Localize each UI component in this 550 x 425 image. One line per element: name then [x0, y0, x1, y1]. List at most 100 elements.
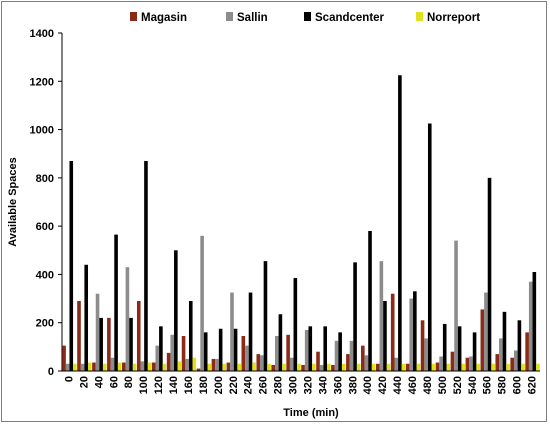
bar-scandcenter-300 — [293, 278, 298, 371]
y-tick-label: 600 — [36, 221, 54, 233]
bar-magasin-160 — [181, 335, 186, 371]
bar-sallin-60 — [110, 357, 115, 371]
bar-scandcenter-560 — [487, 177, 492, 371]
y-axis-title: Available Spaces — [7, 157, 19, 246]
legend: Magasin Sallin Scandcenter Norreport — [130, 12, 480, 24]
bar-norreport-460 — [416, 363, 421, 371]
bar-magasin-540 — [465, 357, 470, 371]
bar-norreport-320 — [312, 363, 316, 371]
x-tick-label: 300 — [288, 376, 300, 394]
bar-norreport-560 — [491, 363, 495, 371]
bar-scandcenter-400 — [368, 230, 372, 371]
bar-magasin-80 — [122, 362, 126, 371]
bar-sallin-0 — [65, 363, 70, 371]
bar-sallin-180 — [200, 235, 204, 371]
bar-scandcenter-160 — [188, 300, 193, 371]
bar-magasin-200 — [211, 358, 216, 371]
bar-magasin-440 — [390, 293, 395, 371]
bar-sallin-160 — [185, 358, 189, 371]
bar-scandcenter-500 — [442, 323, 447, 371]
bar-scandcenter-0 — [69, 160, 74, 371]
bar-scandcenter-100 — [144, 160, 148, 371]
y-tick-label: 1200 — [30, 76, 54, 88]
bar-magasin-560 — [480, 309, 485, 371]
bar-scandcenter-280 — [278, 314, 283, 371]
bar-scandcenter-340 — [323, 326, 328, 371]
bar-scandcenter-360 — [338, 332, 342, 371]
bar-magasin-60 — [107, 317, 111, 371]
bar-sallin-520 — [454, 240, 458, 371]
bar-sallin-80 — [125, 267, 130, 371]
bar-magasin-220 — [226, 362, 231, 371]
x-tick-label: 40 — [93, 376, 105, 388]
bar-sallin-280 — [274, 335, 279, 371]
y-tick-label: 1000 — [30, 125, 54, 137]
bar-scandcenter-480 — [427, 123, 432, 371]
legend-swatch-magasin — [130, 12, 137, 21]
bar-magasin-420 — [375, 363, 380, 371]
x-tick-label: 220 — [228, 376, 240, 394]
x-tick-label: 540 — [467, 376, 479, 394]
bar-sallin-600 — [513, 350, 518, 371]
bar-norreport-300 — [297, 363, 301, 371]
bar-magasin-0 — [62, 345, 66, 371]
y-tick-label: 800 — [36, 173, 54, 185]
bar-sallin-140 — [170, 334, 175, 371]
bar-norreport-520 — [461, 363, 466, 371]
bar-norreport-240 — [252, 362, 256, 371]
bar-norreport-120 — [162, 363, 167, 371]
bar-sallin-580 — [499, 338, 503, 371]
bar-norreport-620 — [536, 363, 540, 371]
x-tick-label: 140 — [168, 376, 180, 394]
bar-scandcenter-40 — [99, 317, 103, 371]
bar-scandcenter-140 — [174, 250, 178, 371]
bar-scandcenter-540 — [472, 332, 477, 371]
x-tick-label: 80 — [123, 376, 135, 388]
x-tick-label: 0 — [63, 376, 75, 382]
bar-norreport-480 — [431, 363, 436, 371]
bar-scandcenter-460 — [413, 291, 417, 371]
x-tick-label: 520 — [452, 376, 464, 394]
x-tick-label: 580 — [497, 376, 509, 394]
bar-norreport-100 — [147, 362, 152, 371]
legend-label-scandcenter: Scandcenter — [315, 12, 385, 24]
y-tick-label: 0 — [48, 366, 54, 378]
bar-sallin-120 — [155, 345, 160, 371]
x-tick-label: 60 — [108, 376, 120, 388]
bar-sallin-480 — [424, 338, 428, 371]
x-tick-label: 420 — [377, 376, 389, 394]
bar-scandcenter-60 — [114, 234, 118, 371]
x-tick-label: 120 — [153, 376, 165, 394]
bar-norreport-540 — [476, 363, 480, 371]
bar-scandcenter-580 — [502, 311, 507, 371]
legend-label-sallin: Sallin — [237, 12, 268, 24]
x-tick-label: 620 — [527, 376, 539, 394]
bar-norreport-180 — [207, 363, 212, 371]
bar-scandcenter-420 — [383, 300, 387, 371]
bar-magasin-120 — [151, 362, 156, 371]
bar-norreport-580 — [506, 363, 510, 371]
y-tick-label: 400 — [36, 269, 54, 281]
bar-scandcenter-120 — [159, 326, 163, 371]
bar-norreport-340 — [327, 363, 331, 371]
bar-norreport-0 — [73, 363, 77, 371]
x-tick-label: 240 — [243, 376, 255, 394]
bar-norreport-600 — [521, 363, 525, 371]
bar-magasin-580 — [495, 354, 500, 371]
x-tick-label: 260 — [258, 376, 270, 394]
bar-sallin-460 — [409, 298, 414, 371]
bar-norreport-220 — [237, 363, 241, 371]
bar-scandcenter-240 — [248, 292, 253, 371]
bar-sallin-540 — [469, 356, 473, 371]
bar-sallin-560 — [484, 292, 488, 371]
x-tick-label: 560 — [482, 376, 494, 394]
legend-swatch-sallin — [226, 12, 233, 21]
legend-swatch-norreport — [416, 12, 423, 21]
bar-sallin-420 — [379, 261, 384, 371]
bar-norreport-440 — [401, 363, 406, 371]
y-tick-label: 1400 — [30, 28, 54, 40]
bar-sallin-300 — [289, 357, 294, 371]
bar-magasin-380 — [346, 354, 350, 371]
